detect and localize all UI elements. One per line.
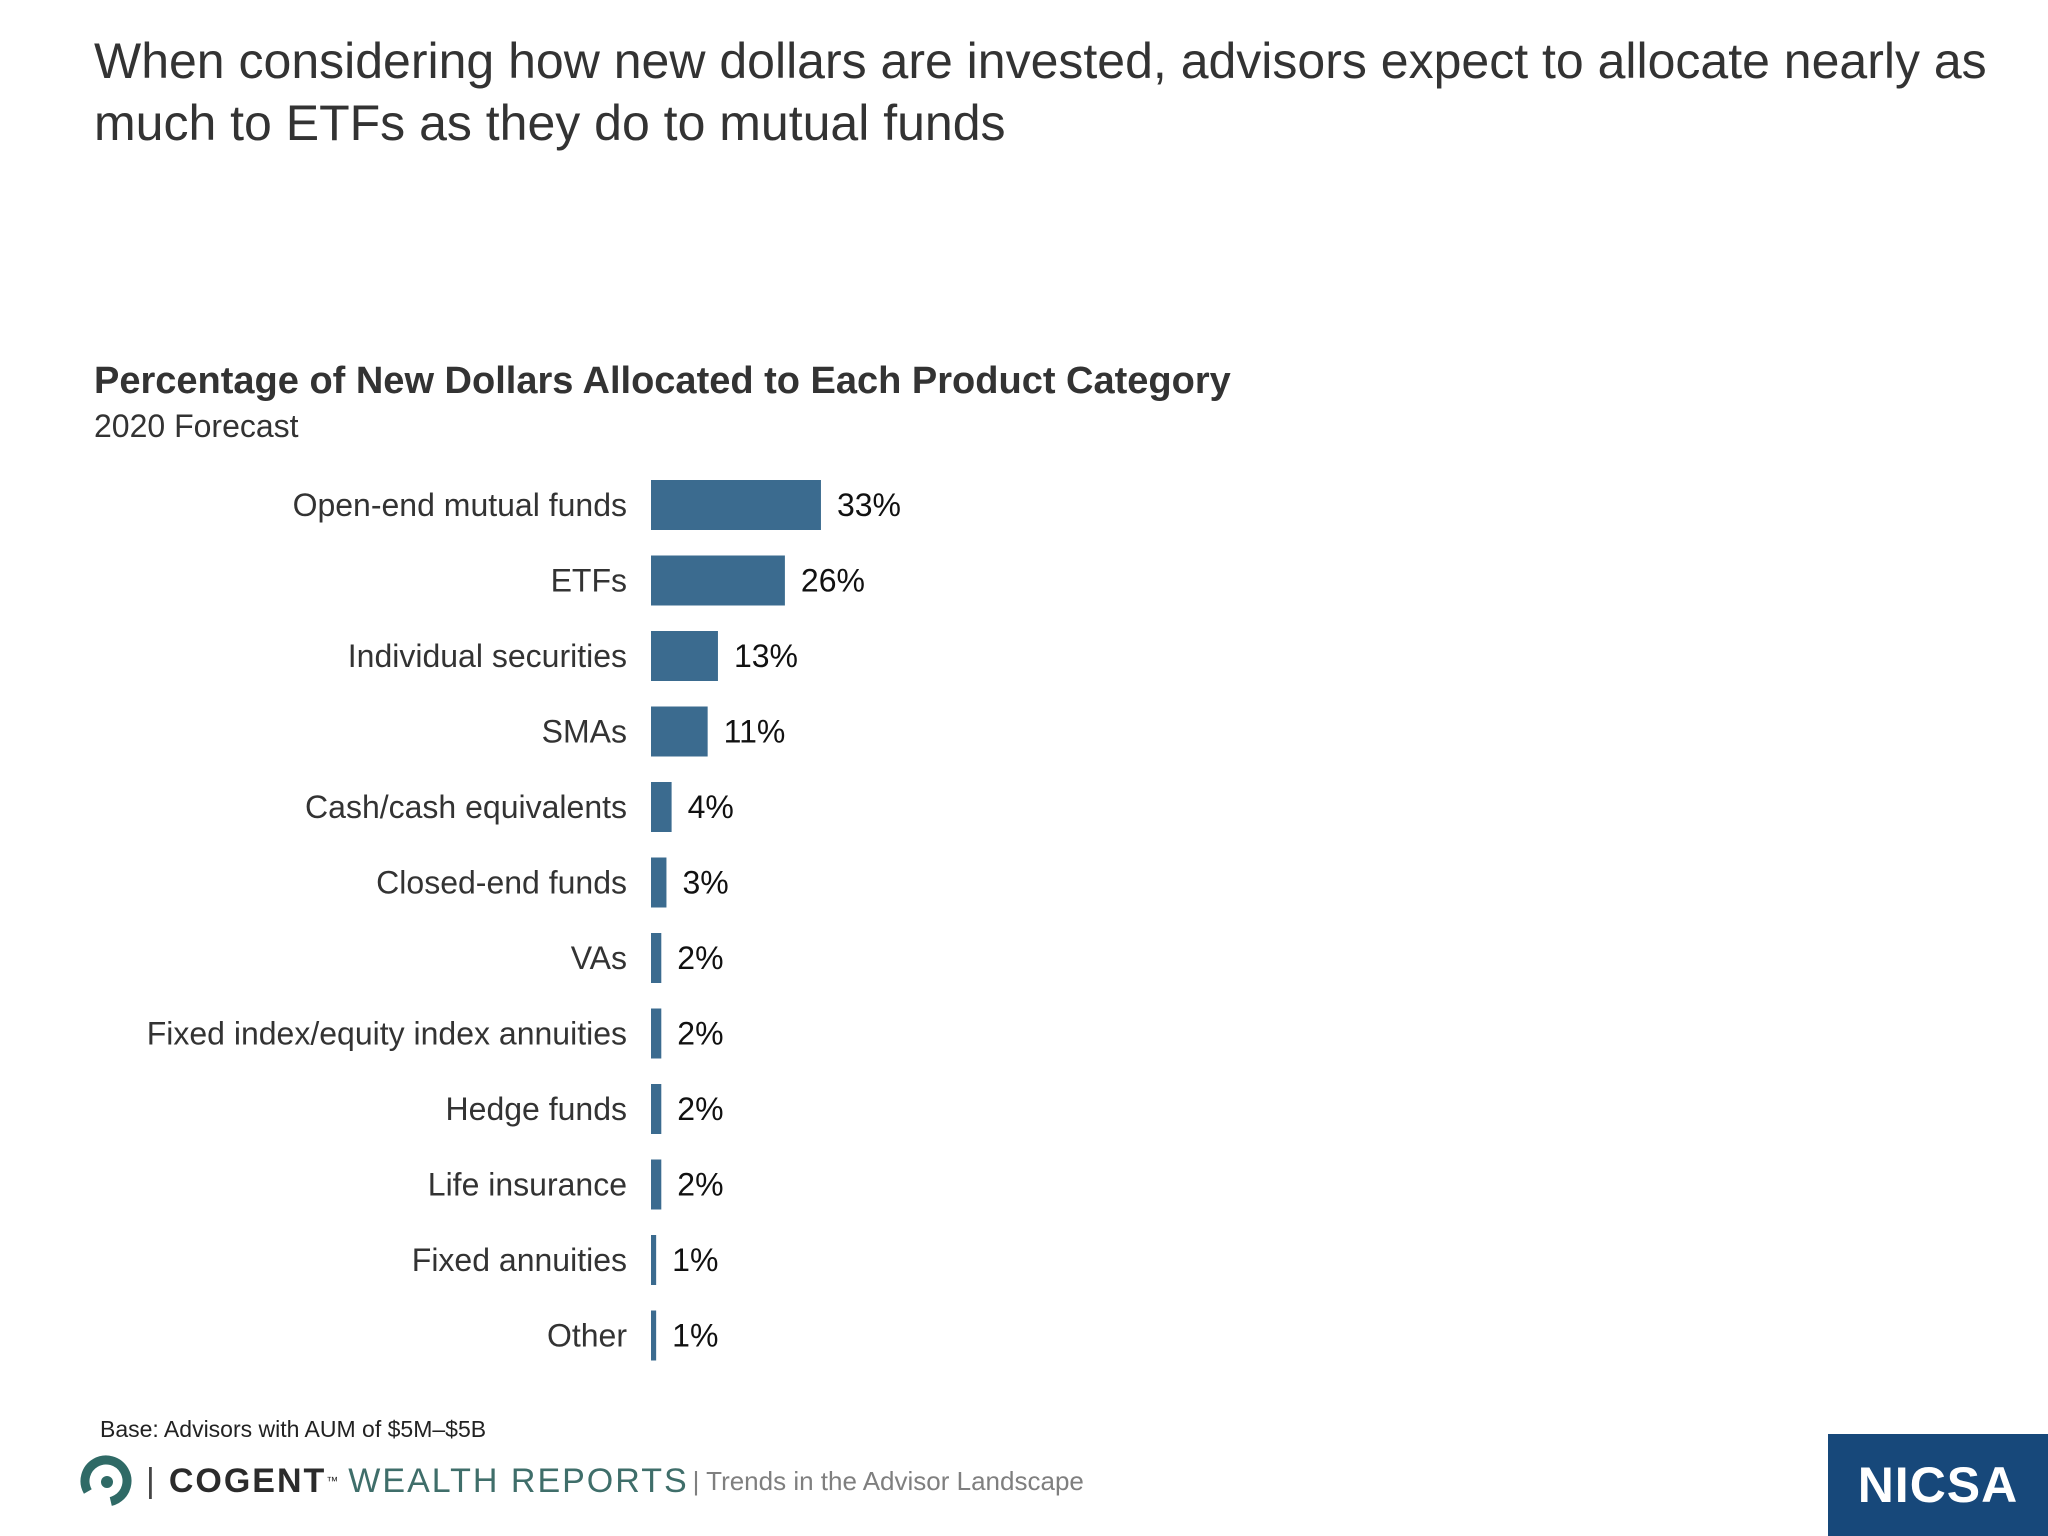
trademark-mark: ™ <box>326 1474 339 1488</box>
category-label: Life insurance <box>428 1167 627 1203</box>
bar-chart: Open-end mutual funds 33% ETFs 26% Individua… <box>147 480 901 1361</box>
category-label: Cash/cash equivalents <box>305 789 627 825</box>
bar <box>651 1159 662 1210</box>
footer-separator: | <box>146 1461 155 1500</box>
bar <box>651 933 662 983</box>
data-label: 1% <box>672 1318 718 1354</box>
footer-branding: | COGENT ™ WEALTH REPORTS | Trends in th… <box>80 1455 1084 1507</box>
footer-tagline: | Trends in the Advisor Landscape <box>692 1465 1084 1496</box>
bar <box>651 555 785 606</box>
data-label: 2% <box>677 940 723 976</box>
data-label: 26% <box>801 563 865 599</box>
base-note: Base: Advisors with AUM of $5M–$5B <box>100 1416 487 1442</box>
category-label: Individual securities <box>348 638 627 674</box>
category-label: SMAs <box>542 714 627 750</box>
cogent-swirl-icon <box>80 1455 132 1507</box>
bar <box>651 857 667 908</box>
bar <box>651 782 672 832</box>
data-label: 4% <box>688 789 734 825</box>
data-label: 11% <box>724 714 786 750</box>
data-label: 2% <box>677 1167 723 1203</box>
bar <box>651 1084 662 1134</box>
category-label: Fixed annuities <box>412 1242 627 1278</box>
bar <box>651 1235 657 1285</box>
brand-wealth-reports: WEALTH REPORTS <box>348 1461 689 1500</box>
data-label: 3% <box>682 865 728 901</box>
nicsa-logo: NICSA <box>1828 1434 2048 1536</box>
category-label: Hedge funds <box>446 1091 627 1127</box>
data-label: 1% <box>672 1242 718 1278</box>
category-label: Closed-end funds <box>376 865 627 901</box>
category-label: ETFs <box>551 563 627 599</box>
category-label: Open-end mutual funds <box>293 487 627 523</box>
bar <box>651 706 708 757</box>
data-label: 13% <box>734 638 798 674</box>
page-headline: When considering how new dollars are inv… <box>94 33 1987 151</box>
bar <box>651 1310 657 1361</box>
category-label: Other <box>547 1318 627 1354</box>
data-label: 33% <box>837 487 901 523</box>
nicsa-logo-text: NICSA <box>1857 1457 2019 1513</box>
chart-title: Percentage of New Dollars Allocated to E… <box>94 360 1231 402</box>
chart-subtitle: 2020 Forecast <box>94 408 299 444</box>
category-label: Fixed index/equity index annuities <box>147 1016 627 1052</box>
bar <box>651 1008 662 1059</box>
bar <box>651 631 718 681</box>
brand-cogent: COGENT <box>168 1461 327 1500</box>
bar <box>651 480 821 530</box>
data-label: 2% <box>677 1091 723 1127</box>
category-label: VAs <box>571 940 627 976</box>
data-label: 2% <box>677 1016 723 1052</box>
